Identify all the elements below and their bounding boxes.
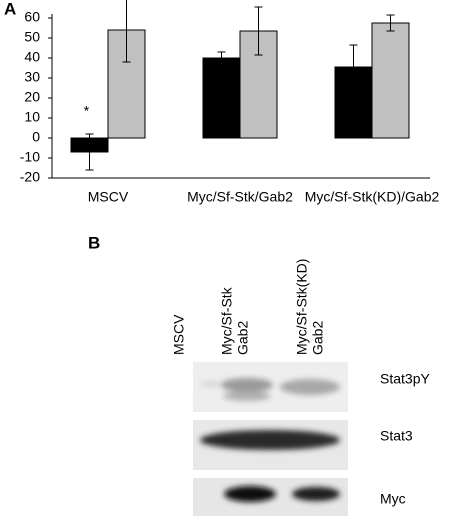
y-tick-label: 0 bbox=[32, 129, 40, 145]
lane-label: Gab2 bbox=[310, 321, 326, 355]
x-tick-label: Myc/Sf-Stk/Gab2 bbox=[187, 189, 293, 205]
y-tick-label: 30 bbox=[24, 69, 40, 85]
x-tick-label: MSCV bbox=[88, 189, 129, 205]
lane-label: Myc/Sf-Stk bbox=[219, 286, 235, 355]
error-bar bbox=[349, 44, 358, 90]
annotation: * bbox=[84, 103, 90, 119]
blot-row-label: Myc bbox=[380, 491, 406, 507]
y-tick-label: 10 bbox=[24, 109, 40, 125]
blot-bands bbox=[200, 378, 340, 502]
panel-label: B bbox=[88, 233, 100, 252]
x-tick-label: Myc/Sf-Stk(KD)/Gab2 bbox=[305, 189, 440, 205]
error-bar bbox=[386, 14, 395, 32]
lane-label: Gab2 bbox=[235, 321, 251, 355]
error-bar bbox=[254, 6, 263, 56]
lane-label: MSCV bbox=[171, 314, 187, 355]
y-tick-label: -10 bbox=[20, 149, 40, 165]
y-tick-label: 40 bbox=[24, 49, 40, 65]
y-tick-label: -20 bbox=[20, 169, 40, 185]
error-bar bbox=[122, 0, 131, 63]
lane-label: Myc/Sf-Stk(KD) bbox=[294, 259, 310, 355]
error-bar bbox=[217, 51, 226, 65]
bar bbox=[202, 57, 241, 139]
blot-row-label: Stat3pY bbox=[380, 371, 430, 387]
y-tick-label: 50 bbox=[24, 29, 40, 45]
y-tick-label: 20 bbox=[24, 89, 40, 105]
panel-label: A bbox=[4, 0, 16, 18]
error-bar bbox=[85, 133, 94, 171]
y-tick-label: 60 bbox=[24, 9, 40, 25]
blot-row-label: Stat3 bbox=[380, 428, 413, 444]
bar bbox=[371, 22, 410, 139]
